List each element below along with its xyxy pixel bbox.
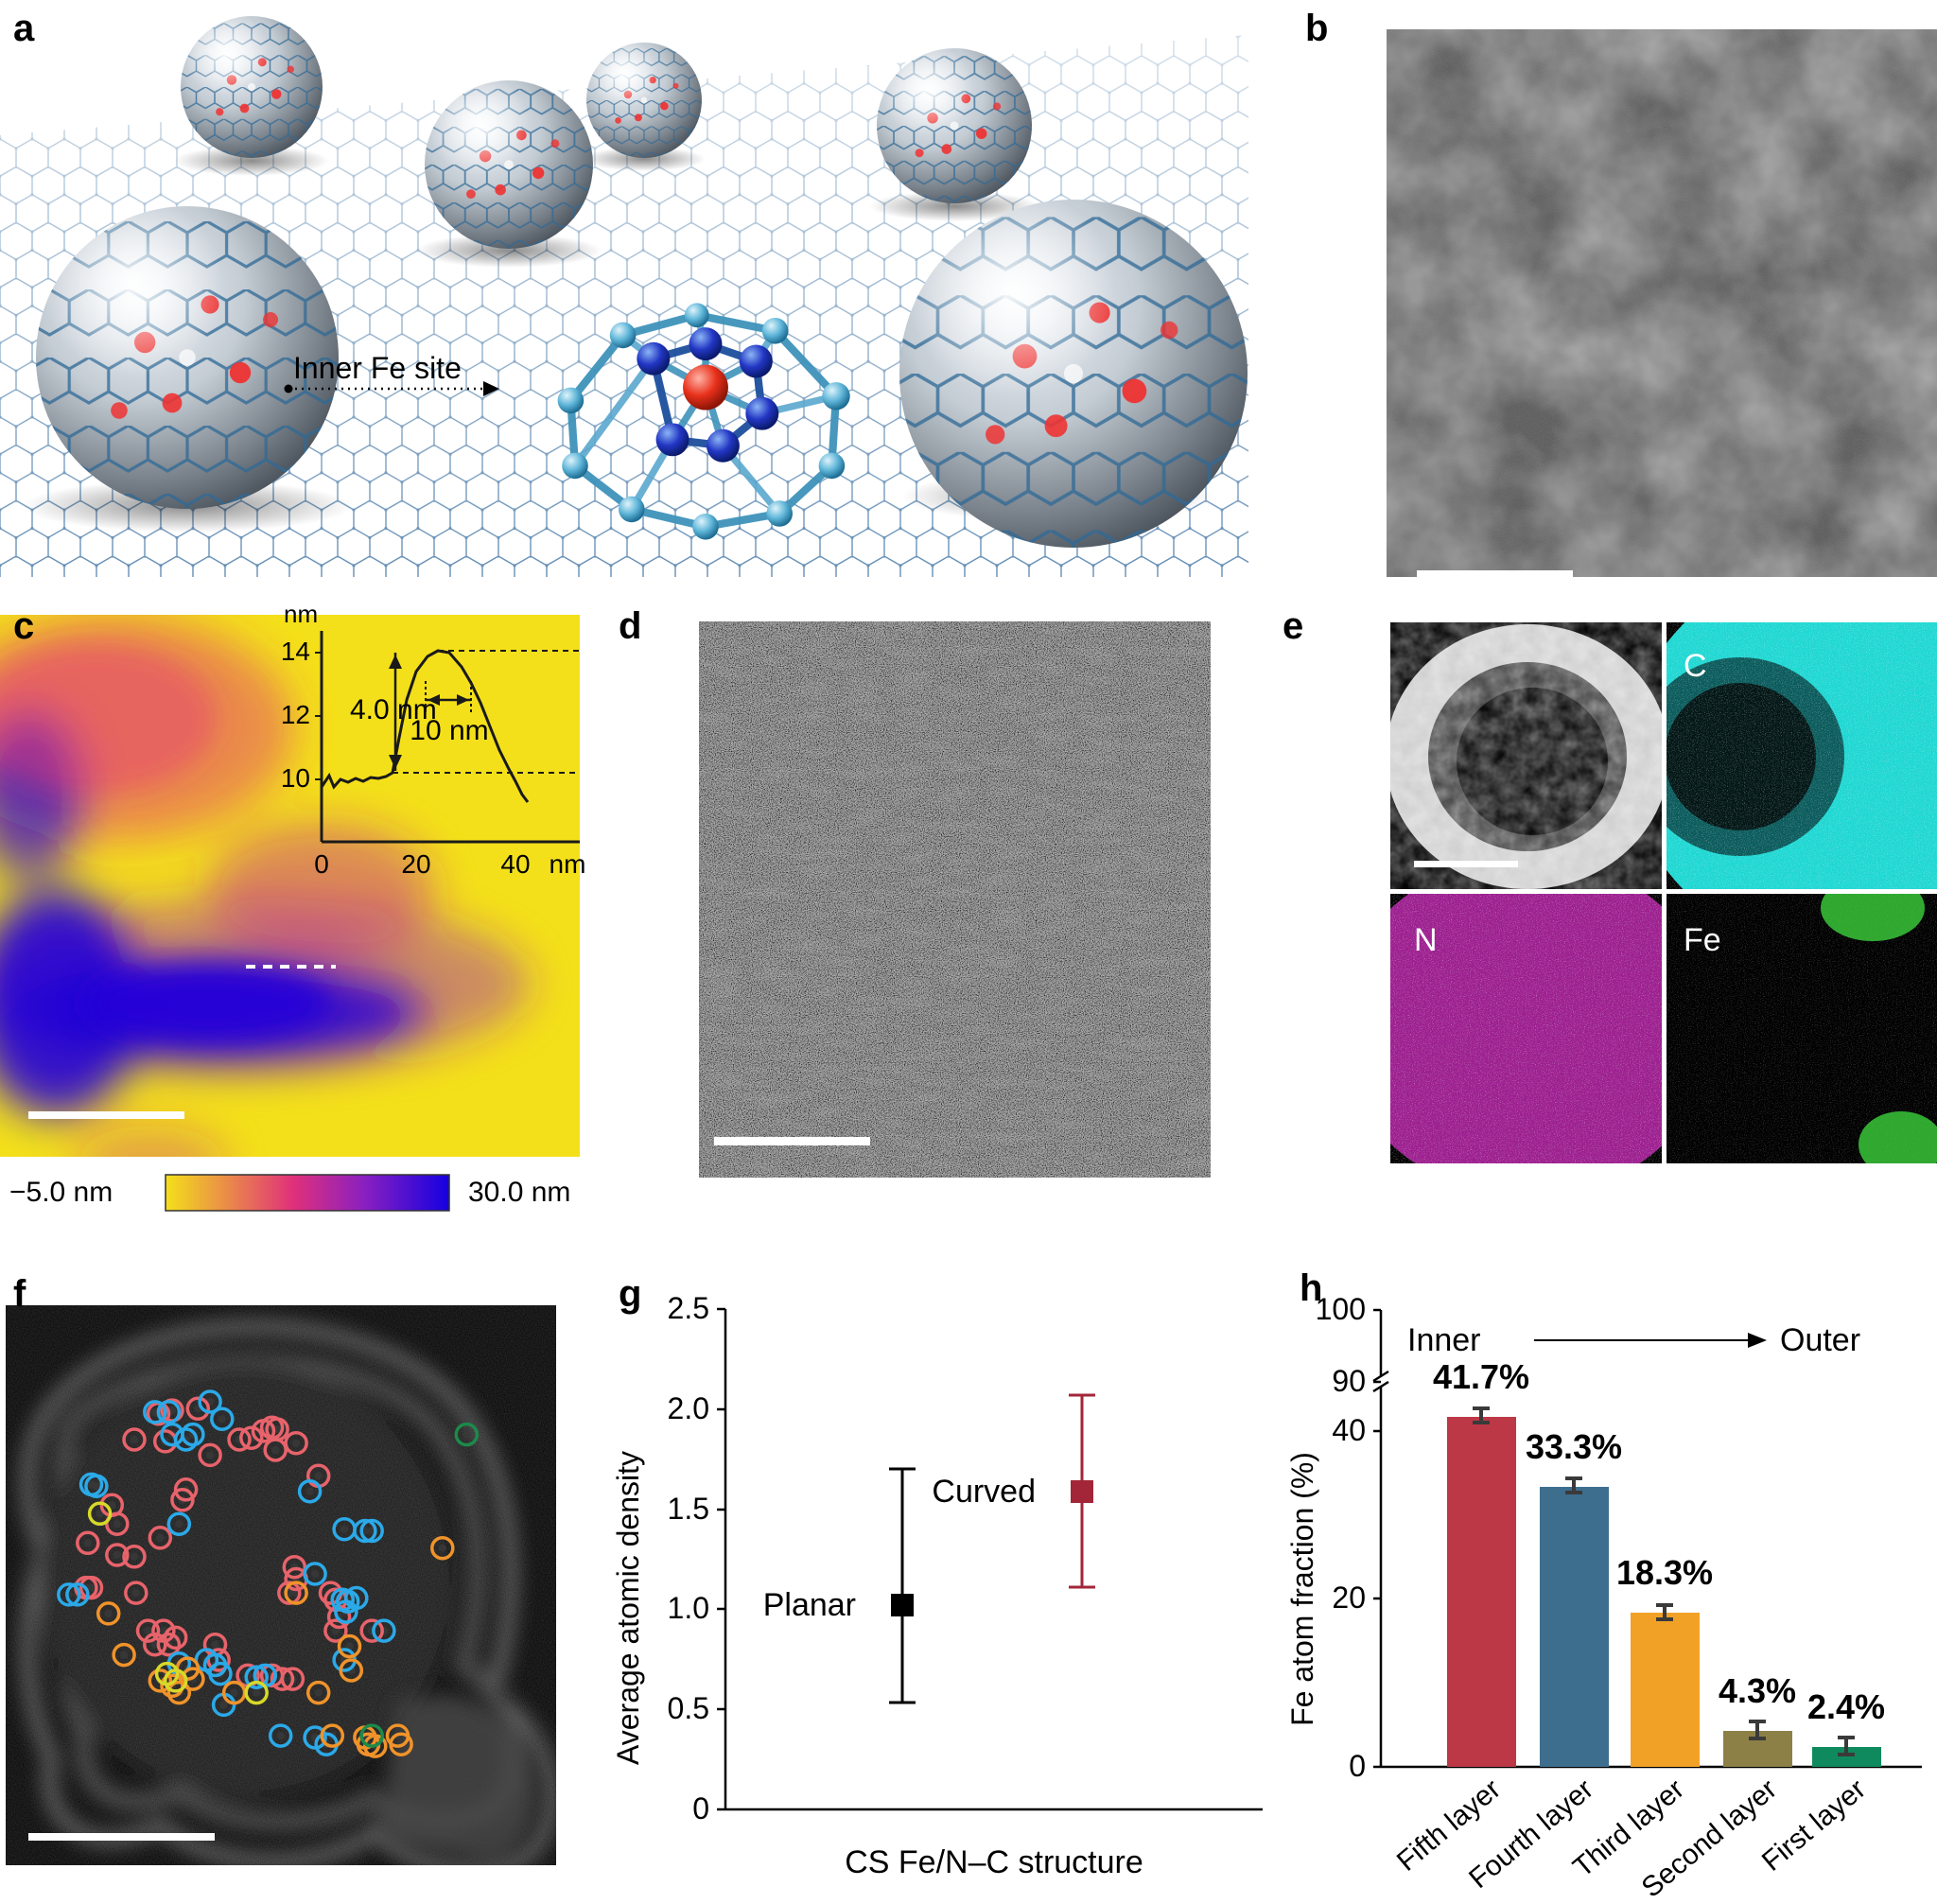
svg-text:2.5: 2.5 <box>668 1291 709 1325</box>
svg-text:33.3%: 33.3% <box>1526 1427 1622 1466</box>
svg-text:90: 90 <box>1332 1364 1366 1398</box>
svg-text:N: N <box>1414 922 1438 958</box>
svg-text:0: 0 <box>1349 1749 1366 1783</box>
svg-text:Fe: Fe <box>1684 922 1721 958</box>
svg-text:4.3%: 4.3% <box>1719 1671 1796 1710</box>
svg-text:30.0 nm: 30.0 nm <box>468 1177 570 1208</box>
svg-text:14: 14 <box>281 637 310 666</box>
svg-text:−5.0 nm: −5.0 nm <box>9 1177 113 1208</box>
svg-text:0: 0 <box>692 1791 709 1825</box>
svg-text:0.5: 0.5 <box>668 1691 709 1725</box>
svg-text:40: 40 <box>1332 1413 1366 1447</box>
svg-text:12: 12 <box>281 700 310 729</box>
svg-text:Inner: Inner <box>1407 1322 1481 1358</box>
svg-text:10 nm: 10 nm <box>410 715 488 746</box>
svg-text:20: 20 <box>401 849 430 879</box>
svg-text:Inner Fe site: Inner Fe site <box>293 351 462 385</box>
svg-text:0: 0 <box>314 849 329 879</box>
svg-text:nm: nm <box>550 849 586 879</box>
svg-text:1.0: 1.0 <box>668 1591 709 1625</box>
svg-text:18.3%: 18.3% <box>1616 1553 1713 1592</box>
svg-text:C: C <box>1684 648 1707 684</box>
svg-text:Average atomic density: Average atomic density <box>611 1451 645 1765</box>
svg-text:1.5: 1.5 <box>668 1492 709 1526</box>
svg-text:Planar: Planar <box>763 1587 856 1623</box>
svg-text:nm: nm <box>284 600 318 628</box>
svg-text:2.0: 2.0 <box>668 1391 709 1425</box>
svg-text:40: 40 <box>500 849 530 879</box>
svg-text:CS Fe/N–C structure: CS Fe/N–C structure <box>845 1844 1143 1880</box>
svg-text:Outer: Outer <box>1780 1322 1860 1358</box>
svg-text:10: 10 <box>281 763 310 793</box>
svg-text:100: 100 <box>1316 1292 1366 1326</box>
svg-text:Curved: Curved <box>932 1474 1036 1510</box>
svg-text:Fe atom fraction (%): Fe atom fraction (%) <box>1286 1452 1319 1726</box>
svg-text:41.7%: 41.7% <box>1433 1357 1529 1396</box>
svg-text:20: 20 <box>1332 1581 1366 1615</box>
svg-text:2.4%: 2.4% <box>1807 1687 1885 1726</box>
